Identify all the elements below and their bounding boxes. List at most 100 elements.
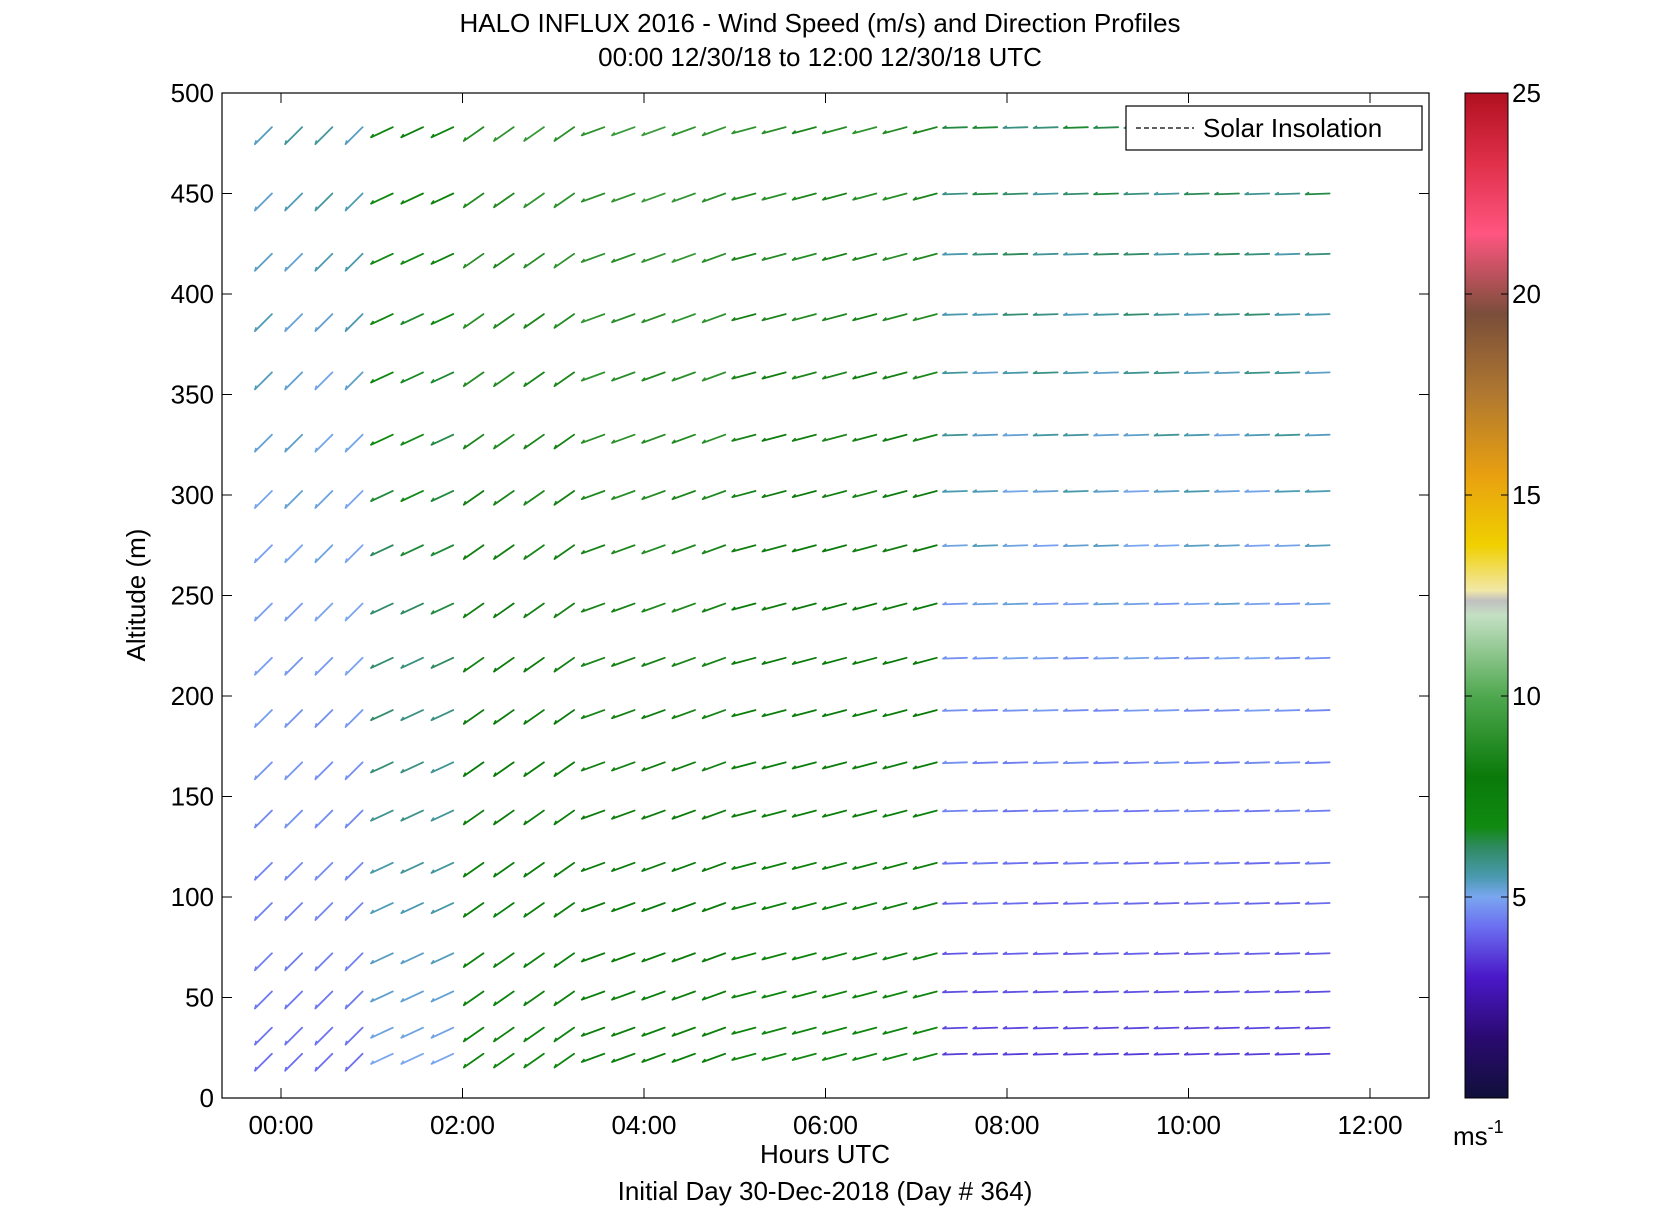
wind-barb [641,602,666,613]
wind-barb-head [370,497,375,502]
wind-barb-head [430,716,435,721]
wind-barb-shaft [942,544,968,547]
wind-barb [731,192,757,201]
wind-barb-shaft [1153,371,1180,375]
y-tick-label: 50 [185,983,214,1013]
wind-barb-shaft [641,1026,666,1037]
wind-barb [912,902,938,911]
wind-barb-shaft [822,602,848,611]
wind-barb-head [882,493,887,498]
wind-barb [1183,989,1210,994]
wind-barb [493,192,515,209]
wind-barb-head [761,956,766,961]
wind-barb-shaft [370,252,394,265]
wind-barb [1274,543,1301,547]
wind-barb [611,990,636,1001]
wind-barb [912,490,938,499]
wind-barb-head [400,716,405,721]
wind-barb-shaft [1183,952,1210,956]
wind-barb-shaft [761,990,787,999]
wind-barb-shaft [523,313,545,329]
wind-barb-head [581,662,586,667]
wind-barb-head [731,905,736,910]
wind-barb [462,761,485,777]
wind-barb-shaft [493,544,515,560]
wind-barb [580,1026,606,1037]
wind-barb-head [641,767,646,772]
wind-barb-shaft [852,861,878,870]
wind-barb-head [463,1001,467,1006]
wind-barb-head [1033,125,1038,129]
wind-barb-shaft [1062,313,1089,316]
wind-barb [284,1026,304,1046]
wind-barb-head [972,601,978,606]
wind-barb [400,433,424,446]
wind-barb-shaft [1214,544,1240,547]
wind-barb-head [1184,601,1189,606]
wind-barb-shaft [1093,761,1119,765]
wind-barb-shaft [462,490,485,506]
wind-barb-head [1305,370,1310,374]
wind-barb-head [581,439,586,444]
wind-barb-head [1184,860,1189,865]
wind-barb-shaft [1032,433,1059,437]
wind-barb [370,952,394,965]
wind-barb-shaft [400,1052,424,1065]
wind-barb [1002,191,1029,196]
wind-barb-head [822,712,827,717]
wind-barb-head [430,869,435,874]
wind-barb [553,371,576,388]
wind-barb-head [523,500,527,506]
wind-barb-shaft [254,1052,273,1072]
wind-barb [1244,860,1271,865]
wind-barb [314,544,334,564]
wind-barb-head [641,131,646,136]
wind-barb-head [942,808,947,813]
wind-barb-head [822,660,827,665]
wind-barb-head [731,375,736,380]
wind-barb [701,952,727,963]
wind-barb-shaft [852,952,878,961]
wind-barb [1183,543,1210,547]
wind-barb-head [1214,951,1219,955]
wind-barb-head [913,130,918,134]
wind-barb-shaft [344,433,364,453]
wind-barb [1123,601,1150,606]
wind-barb [1304,370,1331,375]
wind-barb-head [702,608,706,613]
wind-barb-head [344,140,348,145]
wind-barb-shaft [912,126,938,135]
wind-barb [1002,1051,1029,1056]
colorbar-tick-label: 10 [1512,681,1541,711]
wind-barb-shaft [370,602,394,615]
wind-barb [493,809,515,826]
wind-barb [731,371,757,380]
wind-barb-head [314,503,318,509]
wind-barb-head [1123,489,1129,493]
wind-barb [1244,312,1271,316]
wind-barb [912,371,938,380]
wind-barb-head [1305,191,1310,196]
wind-barb-shaft [1153,952,1180,956]
wind-barb-shaft [400,709,424,722]
wind-barb-head [1275,1025,1280,1030]
wind-barb [1093,860,1119,865]
wind-barb-head [822,813,827,818]
wind-barb-shaft [1123,1026,1150,1030]
wind-barb [822,313,848,322]
wind-barb [1032,601,1059,606]
wind-barb-head [400,133,405,138]
wind-barb-shaft [972,126,999,129]
wind-barb-shaft [1123,544,1150,547]
wind-barb [852,192,878,201]
wind-barb [370,990,394,1003]
wind-barb-head [1214,708,1219,712]
wind-barb [400,371,424,384]
wind-barb [942,1051,968,1056]
wind-barb-shaft [731,126,757,135]
wind-barb-shaft [1244,952,1271,956]
wind-barb [580,656,606,667]
wind-barb-shaft [344,602,364,622]
wind-barb-shaft [1093,544,1119,547]
wind-barb-head [641,907,646,912]
